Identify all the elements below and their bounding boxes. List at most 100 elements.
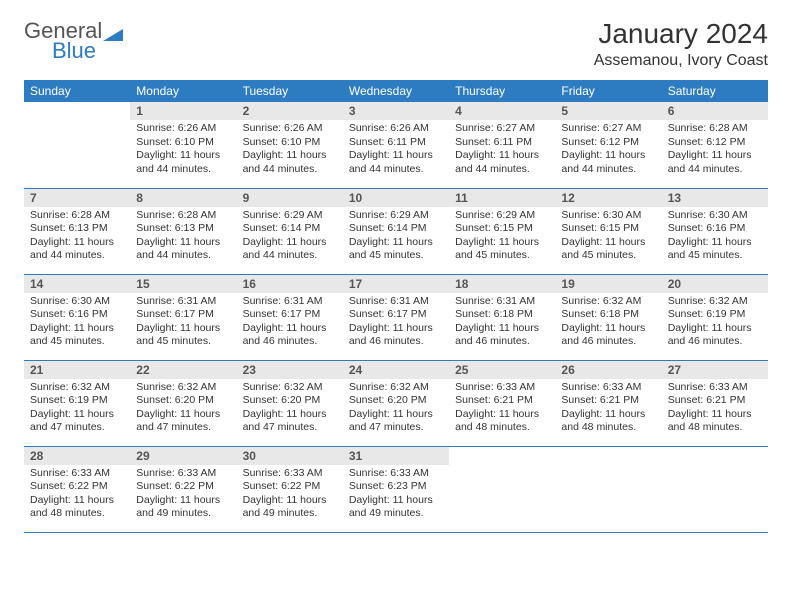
daylight-text: Daylight: 11 hours and 44 minutes. <box>136 236 230 263</box>
day-details: Sunrise: 6:33 AMSunset: 6:21 PMDaylight:… <box>555 379 661 440</box>
calendar-cell: 28Sunrise: 6:33 AMSunset: 6:22 PMDayligh… <box>24 446 130 532</box>
day-details: Sunrise: 6:32 AMSunset: 6:19 PMDaylight:… <box>24 379 130 440</box>
daylight-text: Daylight: 11 hours and 45 minutes. <box>349 236 443 263</box>
day-number: 7 <box>24 189 130 207</box>
day-details: Sunrise: 6:31 AMSunset: 6:17 PMDaylight:… <box>237 293 343 354</box>
sunrise-text: Sunrise: 6:30 AM <box>668 209 762 223</box>
sunset-text: Sunset: 6:13 PM <box>30 222 124 236</box>
day-details: Sunrise: 6:32 AMSunset: 6:20 PMDaylight:… <box>130 379 236 440</box>
calendar-row: 1Sunrise: 6:26 AMSunset: 6:10 PMDaylight… <box>24 102 768 188</box>
sunrise-text: Sunrise: 6:32 AM <box>136 381 230 395</box>
page-subtitle: Assemanou, Ivory Coast <box>594 52 768 70</box>
calendar-cell: 19Sunrise: 6:32 AMSunset: 6:18 PMDayligh… <box>555 274 661 360</box>
daylight-text: Daylight: 11 hours and 44 minutes. <box>349 149 443 176</box>
sunset-text: Sunset: 6:21 PM <box>455 394 549 408</box>
sunset-text: Sunset: 6:21 PM <box>561 394 655 408</box>
sunrise-text: Sunrise: 6:31 AM <box>349 295 443 309</box>
calendar-row: 7Sunrise: 6:28 AMSunset: 6:13 PMDaylight… <box>24 188 768 274</box>
daylight-text: Daylight: 11 hours and 47 minutes. <box>349 408 443 435</box>
calendar-cell: 2Sunrise: 6:26 AMSunset: 6:10 PMDaylight… <box>237 102 343 188</box>
daylight-text: Daylight: 11 hours and 48 minutes. <box>30 494 124 521</box>
calendar-row: 28Sunrise: 6:33 AMSunset: 6:22 PMDayligh… <box>24 446 768 532</box>
day-details: Sunrise: 6:29 AMSunset: 6:14 PMDaylight:… <box>237 207 343 268</box>
sunset-text: Sunset: 6:12 PM <box>668 136 762 150</box>
header: General January 2024 Assemanou, Ivory Co… <box>24 18 768 70</box>
calendar-cell: 9Sunrise: 6:29 AMSunset: 6:14 PMDaylight… <box>237 188 343 274</box>
sunset-text: Sunset: 6:23 PM <box>349 480 443 494</box>
day-number: 28 <box>24 447 130 465</box>
sunset-text: Sunset: 6:13 PM <box>136 222 230 236</box>
day-details: Sunrise: 6:28 AMSunset: 6:13 PMDaylight:… <box>24 207 130 268</box>
daylight-text: Daylight: 11 hours and 44 minutes. <box>455 149 549 176</box>
day-details: Sunrise: 6:31 AMSunset: 6:17 PMDaylight:… <box>130 293 236 354</box>
day-details: Sunrise: 6:30 AMSunset: 6:16 PMDaylight:… <box>24 293 130 354</box>
sunset-text: Sunset: 6:18 PM <box>561 308 655 322</box>
sunset-text: Sunset: 6:17 PM <box>243 308 337 322</box>
sunrise-text: Sunrise: 6:26 AM <box>243 122 337 136</box>
calendar-cell <box>555 446 661 532</box>
calendar-cell: 23Sunrise: 6:32 AMSunset: 6:20 PMDayligh… <box>237 360 343 446</box>
day-number: 16 <box>237 275 343 293</box>
day-details: Sunrise: 6:33 AMSunset: 6:21 PMDaylight:… <box>662 379 768 440</box>
sunrise-text: Sunrise: 6:27 AM <box>455 122 549 136</box>
daylight-text: Daylight: 11 hours and 47 minutes. <box>243 408 337 435</box>
daylight-text: Daylight: 11 hours and 46 minutes. <box>349 322 443 349</box>
daylight-text: Daylight: 11 hours and 44 minutes. <box>136 149 230 176</box>
day-number: 30 <box>237 447 343 465</box>
sunset-text: Sunset: 6:17 PM <box>136 308 230 322</box>
day-number: 18 <box>449 275 555 293</box>
sunrise-text: Sunrise: 6:29 AM <box>349 209 443 223</box>
sunset-text: Sunset: 6:19 PM <box>668 308 762 322</box>
calendar-cell: 3Sunrise: 6:26 AMSunset: 6:11 PMDaylight… <box>343 102 449 188</box>
day-number: 21 <box>24 361 130 379</box>
day-number <box>449 447 555 465</box>
sunset-text: Sunset: 6:22 PM <box>243 480 337 494</box>
sunset-text: Sunset: 6:11 PM <box>349 136 443 150</box>
calendar-cell: 13Sunrise: 6:30 AMSunset: 6:16 PMDayligh… <box>662 188 768 274</box>
weekday-header: Sunday <box>24 80 130 102</box>
sunset-text: Sunset: 6:20 PM <box>243 394 337 408</box>
daylight-text: Daylight: 11 hours and 45 minutes. <box>455 236 549 263</box>
daylight-text: Daylight: 11 hours and 45 minutes. <box>668 236 762 263</box>
day-number: 4 <box>449 102 555 120</box>
sunrise-text: Sunrise: 6:31 AM <box>243 295 337 309</box>
day-number: 25 <box>449 361 555 379</box>
logo-stack: General Blue <box>24 18 123 64</box>
sunset-text: Sunset: 6:15 PM <box>455 222 549 236</box>
calendar-cell: 27Sunrise: 6:33 AMSunset: 6:21 PMDayligh… <box>662 360 768 446</box>
day-details: Sunrise: 6:30 AMSunset: 6:16 PMDaylight:… <box>662 207 768 268</box>
calendar-cell: 14Sunrise: 6:30 AMSunset: 6:16 PMDayligh… <box>24 274 130 360</box>
calendar-cell: 26Sunrise: 6:33 AMSunset: 6:21 PMDayligh… <box>555 360 661 446</box>
calendar-cell: 31Sunrise: 6:33 AMSunset: 6:23 PMDayligh… <box>343 446 449 532</box>
sunset-text: Sunset: 6:10 PM <box>243 136 337 150</box>
weekday-header: Monday <box>130 80 236 102</box>
daylight-text: Daylight: 11 hours and 48 minutes. <box>455 408 549 435</box>
day-number: 23 <box>237 361 343 379</box>
sunset-text: Sunset: 6:11 PM <box>455 136 549 150</box>
day-number: 19 <box>555 275 661 293</box>
day-details: Sunrise: 6:33 AMSunset: 6:22 PMDaylight:… <box>237 465 343 526</box>
sunset-text: Sunset: 6:17 PM <box>349 308 443 322</box>
day-number: 12 <box>555 189 661 207</box>
day-details: Sunrise: 6:28 AMSunset: 6:12 PMDaylight:… <box>662 120 768 181</box>
weekday-header-row: Sunday Monday Tuesday Wednesday Thursday… <box>24 80 768 102</box>
calendar-row: 21Sunrise: 6:32 AMSunset: 6:19 PMDayligh… <box>24 360 768 446</box>
sunset-text: Sunset: 6:10 PM <box>136 136 230 150</box>
calendar-cell: 29Sunrise: 6:33 AMSunset: 6:22 PMDayligh… <box>130 446 236 532</box>
calendar-table: Sunday Monday Tuesday Wednesday Thursday… <box>24 80 768 533</box>
day-details: Sunrise: 6:33 AMSunset: 6:22 PMDaylight:… <box>130 465 236 526</box>
title-block: January 2024 Assemanou, Ivory Coast <box>594 18 768 70</box>
day-number: 13 <box>662 189 768 207</box>
calendar-cell: 10Sunrise: 6:29 AMSunset: 6:14 PMDayligh… <box>343 188 449 274</box>
calendar-cell: 21Sunrise: 6:32 AMSunset: 6:19 PMDayligh… <box>24 360 130 446</box>
daylight-text: Daylight: 11 hours and 44 minutes. <box>243 236 337 263</box>
daylight-text: Daylight: 11 hours and 46 minutes. <box>243 322 337 349</box>
daylight-text: Daylight: 11 hours and 49 minutes. <box>136 494 230 521</box>
day-details: Sunrise: 6:32 AMSunset: 6:18 PMDaylight:… <box>555 293 661 354</box>
day-details: Sunrise: 6:27 AMSunset: 6:12 PMDaylight:… <box>555 120 661 181</box>
day-number: 10 <box>343 189 449 207</box>
sunrise-text: Sunrise: 6:32 AM <box>561 295 655 309</box>
calendar-cell: 22Sunrise: 6:32 AMSunset: 6:20 PMDayligh… <box>130 360 236 446</box>
calendar-row: 14Sunrise: 6:30 AMSunset: 6:16 PMDayligh… <box>24 274 768 360</box>
calendar-cell: 30Sunrise: 6:33 AMSunset: 6:22 PMDayligh… <box>237 446 343 532</box>
